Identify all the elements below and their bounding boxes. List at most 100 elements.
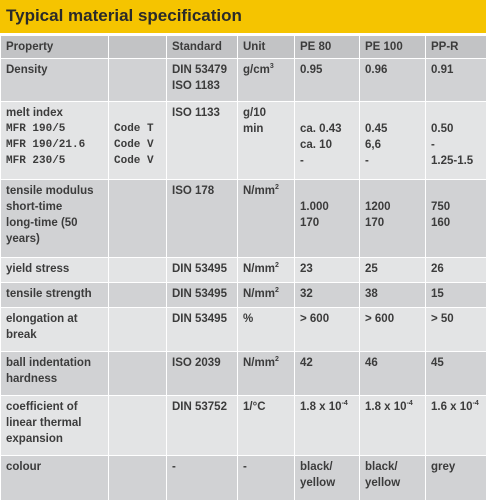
standard-cell: ISO 178	[167, 180, 238, 258]
pe80-value: 23	[295, 258, 360, 283]
value-base: 1.6 x 10	[431, 401, 473, 413]
pe80-value: 1.000 170	[295, 180, 360, 258]
property-line: MFR 190/5	[6, 121, 104, 137]
sub-cell	[109, 59, 167, 102]
unit-superscript: 2	[275, 184, 279, 191]
specification-table: Property Standard Unit PE 80 PE 100 PP-R…	[0, 35, 486, 501]
property-line: elongation at	[6, 311, 104, 327]
pe100-value: 1200 170	[360, 180, 426, 258]
table-row-colour: colour - - black/ yellow black/ yellow g…	[1, 456, 486, 501]
table-row-elongation: elongation at break DIN 53495 % > 600 > …	[1, 308, 486, 352]
code-line: Code T	[114, 121, 162, 137]
value-line: 160	[431, 215, 482, 231]
code-line: Code V	[114, 153, 162, 169]
table-row-thermal-expansion: coefficient of linear thermal expansion …	[1, 396, 486, 456]
standard-cell: ISO 1133	[167, 102, 238, 180]
property-line: expansion	[6, 431, 104, 447]
property-cell: colour	[1, 456, 109, 501]
unit-base: g/cm	[243, 64, 270, 76]
unit-cell: N/mm2	[238, 283, 295, 308]
sub-cell	[109, 258, 167, 283]
property-line: coefficient of	[6, 399, 104, 415]
property-cell: elongation at break	[1, 308, 109, 352]
header-row: Property Standard Unit PE 80 PE 100 PP-R	[1, 36, 486, 59]
table-row-ball-indentation: ball indentation hardness ISO 2039 N/mm2…	[1, 352, 486, 396]
value-exponent: -4	[407, 400, 413, 407]
value-line: 750	[431, 199, 482, 215]
property-line: tensile modulus	[6, 183, 104, 199]
value-line: 0.50	[431, 121, 482, 137]
unit-cell: N/mm2	[238, 352, 295, 396]
property-cell: yield stress	[1, 258, 109, 283]
ppr-value: 750 160	[426, 180, 486, 258]
pe100-value: black/ yellow	[360, 456, 426, 501]
ppr-value: 26	[426, 258, 486, 283]
value-line: 6,6	[365, 137, 421, 153]
unit-cell: %	[238, 308, 295, 352]
pe80-value: 42	[295, 352, 360, 396]
value-exponent: -4	[473, 400, 479, 407]
pe80-value: black/ yellow	[295, 456, 360, 501]
table-row-tensile-modulus: tensile modulus short-time long-time (50…	[1, 180, 486, 258]
unit-line: g/10	[243, 105, 290, 121]
unit-line: min	[243, 121, 290, 137]
header-ppr: PP-R	[426, 36, 486, 59]
value-line: 0.45	[365, 121, 421, 137]
value-line: 1.000	[300, 199, 355, 215]
unit-cell: g/10 min	[238, 102, 295, 180]
standard-cell: DIN 53495	[167, 283, 238, 308]
property-cell: coefficient of linear thermal expansion	[1, 396, 109, 456]
unit-cell: N/mm2	[238, 180, 295, 258]
property-line: long-time (50	[6, 215, 104, 231]
value-line: -	[365, 153, 421, 169]
standard-cell: DIN 53495	[167, 308, 238, 352]
unit-superscript: 2	[275, 262, 279, 269]
page-title: Typical material specification	[0, 0, 486, 33]
standard-cell: DIN 53495	[167, 258, 238, 283]
pe80-value: 1.8 x 10-4	[295, 396, 360, 456]
ppr-value: > 50	[426, 308, 486, 352]
unit-cell: g/cm3	[238, 59, 295, 102]
header-unit: Unit	[238, 36, 295, 59]
pe100-value: > 600	[360, 308, 426, 352]
pe100-value: 0.96	[360, 59, 426, 102]
table-row-yield-stress: yield stress DIN 53495 N/mm2 23 25 26	[1, 258, 486, 283]
pe100-value: 1.8 x 10-4	[360, 396, 426, 456]
sub-cell	[109, 352, 167, 396]
property-line: melt index	[6, 105, 104, 121]
unit-superscript: 3	[270, 63, 274, 70]
ppr-value: 1.6 x 10-4	[426, 396, 486, 456]
unit-base: N/mm	[243, 185, 275, 197]
unit-base: N/mm	[243, 288, 275, 300]
value-line: 170	[300, 215, 355, 231]
sub-cell	[109, 308, 167, 352]
header-blank	[109, 36, 167, 59]
value-line: ca. 0.43	[300, 121, 355, 137]
pe100-value: 0.45 6,6 -	[360, 102, 426, 180]
unit-cell: 1/°C	[238, 396, 295, 456]
sub-cell	[109, 180, 167, 258]
unit-cell: -	[238, 456, 295, 501]
value-line: black/	[300, 459, 355, 475]
value-line: 1200	[365, 199, 421, 215]
property-line: hardness	[6, 371, 104, 387]
property-cell: tensile strength	[1, 283, 109, 308]
value-line: black/	[365, 459, 421, 475]
pe100-value: 46	[360, 352, 426, 396]
value-line: 170	[365, 215, 421, 231]
unit-superscript: 2	[275, 356, 279, 363]
value-line: yellow	[365, 475, 421, 491]
property-line: MFR 190/21.6	[6, 137, 104, 153]
property-cell: tensile modulus short-time long-time (50…	[1, 180, 109, 258]
value-base: 1.8 x 10	[365, 401, 407, 413]
code-line: Code V	[114, 137, 162, 153]
pe100-value: 25	[360, 258, 426, 283]
value-line: -	[300, 153, 355, 169]
value-line: -	[431, 137, 482, 153]
property-line: years)	[6, 231, 104, 247]
header-pe80: PE 80	[295, 36, 360, 59]
table-row-tensile-strength: tensile strength DIN 53495 N/mm2 32 38 1…	[1, 283, 486, 308]
standard-cell: DIN 53479 ISO 1183	[167, 59, 238, 102]
header-standard: Standard	[167, 36, 238, 59]
value-line: 1.25-1.5	[431, 153, 482, 169]
